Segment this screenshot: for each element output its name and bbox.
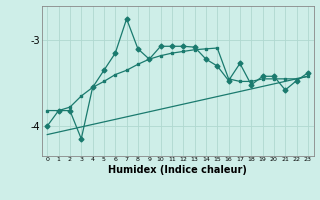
X-axis label: Humidex (Indice chaleur): Humidex (Indice chaleur) <box>108 165 247 175</box>
